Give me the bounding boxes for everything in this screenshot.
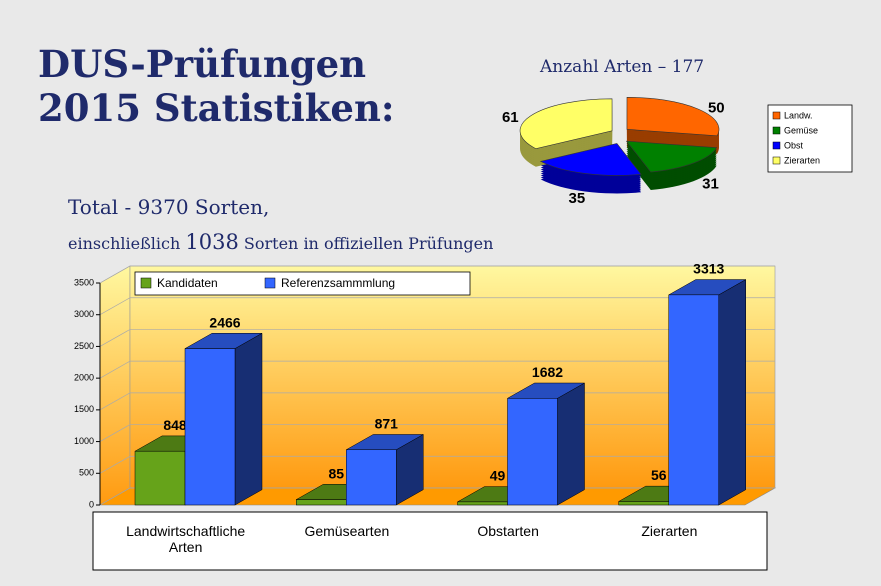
- pie-title: Anzahl Arten – 177: [540, 57, 705, 77]
- bar: [134, 450, 186, 506]
- total: Total - 9370 Sorten,: [68, 195, 270, 219]
- legend-swatch: [772, 126, 781, 135]
- y-tick-label: 0: [89, 499, 94, 509]
- legend: [134, 271, 471, 296]
- bar: [184, 348, 236, 506]
- slice: [626, 97, 720, 137]
- data-label: 3313: [693, 261, 724, 277]
- slice: [539, 143, 642, 176]
- grid-line: [99, 297, 775, 316]
- category-box: [92, 511, 768, 571]
- data-label: 871: [375, 415, 399, 431]
- y-tick-label: 3500: [74, 277, 94, 287]
- bar: [507, 398, 558, 506]
- legend-label: Obst: [784, 140, 804, 150]
- y-tick-label: 2000: [74, 373, 94, 383]
- data-label: 61: [502, 109, 519, 126]
- title-line: 2015 Statistiken:: [38, 86, 395, 130]
- data-label: 2466: [209, 314, 240, 330]
- legend-label: Zierarten: [784, 155, 820, 165]
- data-label: 49: [490, 468, 506, 484]
- bar: [296, 499, 347, 506]
- legend-label: Landw.: [784, 110, 813, 120]
- slice: [625, 140, 718, 173]
- y-tick-label: 3000: [74, 309, 94, 319]
- bar-side: [557, 382, 585, 506]
- text: einschließlich: [68, 234, 181, 253]
- data-label: 50: [708, 100, 725, 117]
- grid-line: [99, 329, 775, 347]
- legend-swatch: [264, 277, 276, 289]
- legend-swatch: [772, 141, 781, 150]
- legend: [767, 104, 853, 173]
- back-wall: [99, 265, 131, 506]
- grid-line: [99, 265, 775, 284]
- x-tick-label: Gemüsearten: [304, 523, 390, 539]
- legend-label: Referenzsammmlung: [281, 276, 395, 290]
- subtitle: einschließlich 1038 Sorten in offizielle…: [68, 230, 493, 254]
- data-label: 1682: [532, 364, 563, 380]
- title: DUS-Prüfungen 2015 Statistiken:: [38, 42, 395, 130]
- data-label: 35: [568, 190, 585, 207]
- slice: [519, 98, 613, 150]
- bar: [618, 501, 669, 506]
- number: 1038: [185, 230, 239, 254]
- x-tick-label: Landwirtschaftliche Arten: [126, 523, 246, 555]
- title-line: DUS-Prüfungen: [38, 42, 367, 86]
- legend-swatch: [140, 277, 152, 289]
- bar-side: [718, 279, 746, 506]
- bar: [668, 294, 719, 506]
- data-label: 848: [163, 417, 187, 433]
- bar-side: [234, 332, 263, 506]
- bar: [457, 501, 508, 506]
- legend-label: Gemüse: [784, 125, 818, 135]
- x-tick-label: Zierarten: [641, 523, 698, 539]
- data-label: 31: [702, 175, 719, 192]
- legend-label: Kandidaten: [157, 276, 218, 290]
- y-tick-label: 500: [79, 468, 94, 478]
- x-tick-label: Obstarten: [477, 523, 539, 539]
- y-tick-label: 1500: [74, 404, 94, 414]
- text: Sorten in offiziellen Prüfungen: [243, 234, 494, 253]
- grid-line: [99, 360, 775, 379]
- bar: [346, 449, 397, 506]
- y-tick-label: 2500: [74, 341, 94, 351]
- legend-swatch: [772, 156, 781, 165]
- y-tick-label: 1000: [74, 436, 94, 446]
- data-label: 56: [651, 467, 667, 483]
- legend-swatch: [772, 111, 781, 120]
- data-label: 85: [328, 465, 344, 481]
